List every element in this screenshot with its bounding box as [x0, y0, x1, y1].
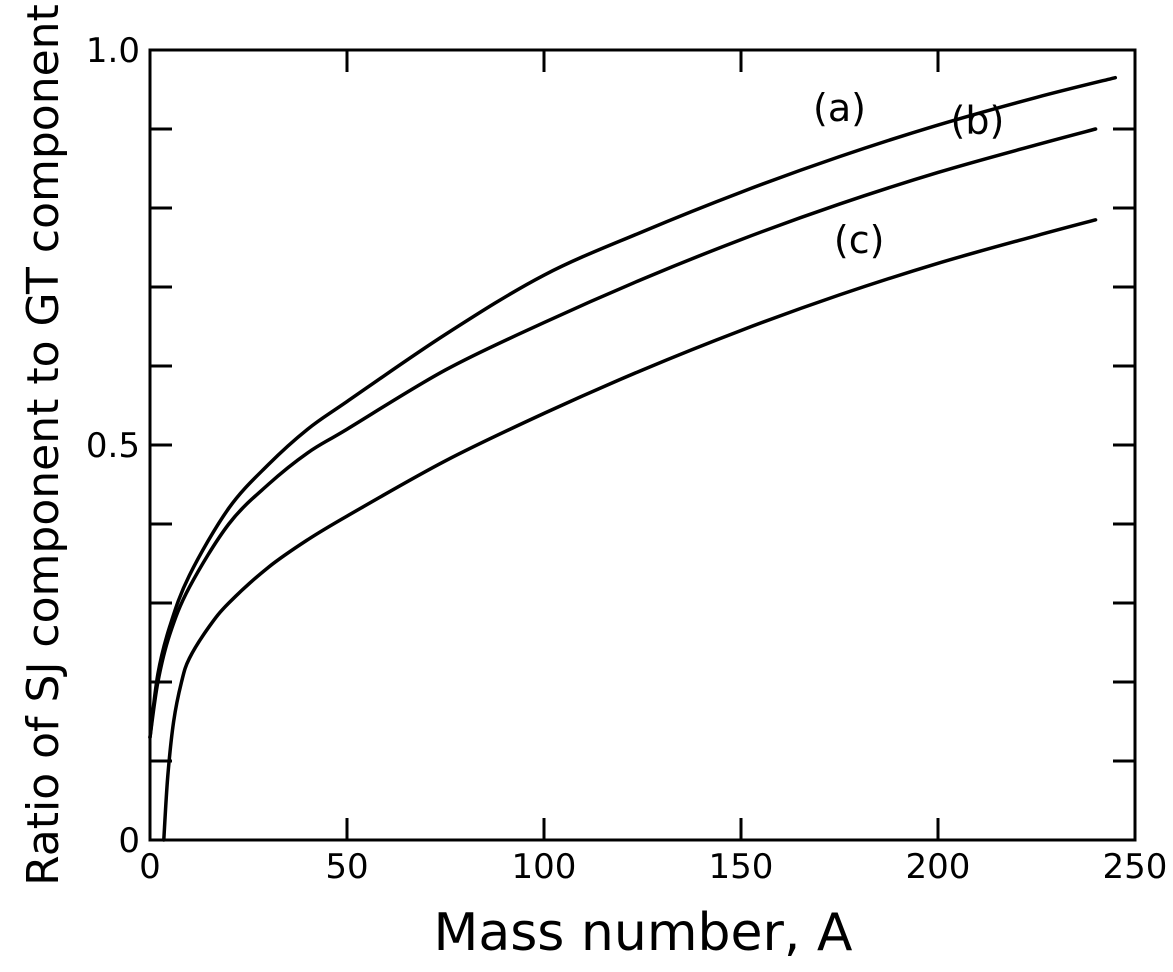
axis-ticks [148, 48, 1137, 842]
y-tick-label: 1.0 [86, 31, 140, 71]
series-line-b [148, 127, 1098, 740]
x-axis-title: Mass number, A [433, 903, 852, 963]
x-tick-label: 250 [1103, 847, 1168, 887]
y-tick-label: 0.5 [86, 426, 140, 466]
y-axis-title: Ratio of SJ component to GT component [18, 4, 69, 886]
x-tick-label: 100 [512, 847, 577, 887]
series-line-c [162, 218, 1098, 842]
y-tick-label: 0 [118, 821, 140, 861]
x-tick-label: 50 [325, 847, 368, 887]
y-tick-labels: 0 0.5 1.0 [86, 31, 140, 861]
x-tick-label: 150 [709, 847, 774, 887]
series-curves [148, 75, 1118, 842]
x-tick-label: 0 [139, 847, 161, 887]
series-line-a [148, 75, 1118, 740]
series-label-a: (a) [813, 86, 866, 130]
series-label-b: (b) [951, 99, 1005, 143]
x-tick-label: 200 [906, 847, 971, 887]
series-labels: (a) (b) (c) [813, 86, 1004, 262]
x-tick-labels: 0 50 100 150 200 250 [139, 847, 1167, 887]
series-label-c: (c) [834, 218, 885, 262]
plot-frame [148, 48, 1137, 842]
